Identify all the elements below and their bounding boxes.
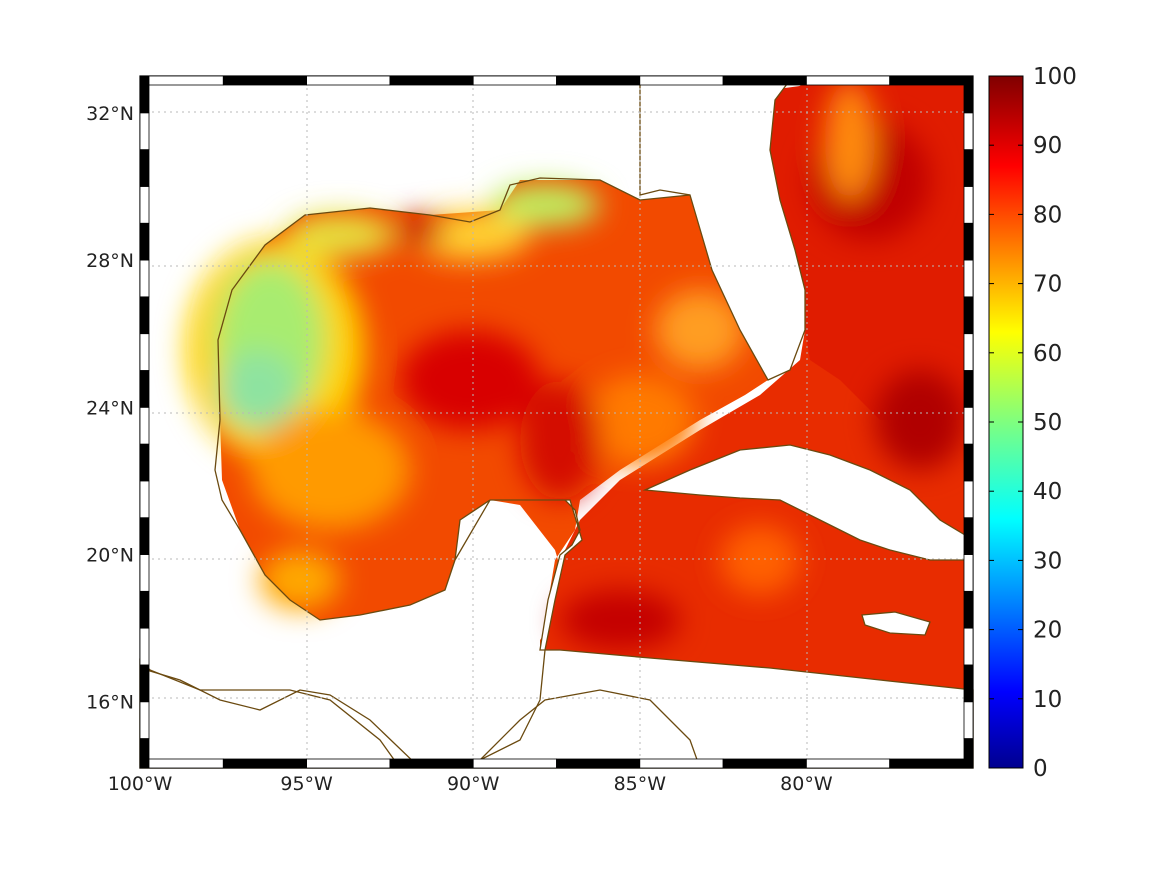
latitude-tick-label: 24°N — [86, 397, 134, 419]
colorbar-tick-label: 0 — [1033, 756, 1048, 782]
colorbar-tick-label: 100 — [1033, 64, 1077, 90]
frame-segment-left — [139, 333, 150, 371]
longitude-tick-label: 90°W — [447, 773, 500, 795]
frame-segment-right — [963, 259, 974, 298]
latitude-tick-label: 32°N — [86, 103, 134, 125]
frame-segment-bottom — [222, 758, 308, 769]
frame-segment-bottom — [556, 758, 641, 769]
frame-segment-left — [139, 222, 150, 261]
jamaica — [861, 611, 931, 636]
frame-segment-left — [139, 627, 150, 666]
frame-segment-top — [722, 75, 807, 86]
frame-segment-bottom — [472, 758, 557, 769]
frame-segment-right — [963, 554, 974, 592]
colorbar-tick-label: 90 — [1033, 133, 1062, 159]
colorbar-ticks: 0 10 20 30 40 50 60 70 80 90 100 — [989, 64, 1077, 782]
yucatan-peninsula — [139, 499, 974, 769]
frame-segment-bottom — [639, 758, 724, 769]
colorbar-tick-label: 10 — [1033, 687, 1062, 713]
colorbar-tick-label: 40 — [1033, 479, 1062, 505]
colorbar-tick-label: 60 — [1033, 341, 1062, 367]
frame-segment-top — [139, 75, 224, 86]
frame-segment-right — [963, 296, 974, 335]
frame-segment-right — [963, 186, 974, 224]
frame-segment-right — [963, 75, 974, 114]
latitude-tick-label: 28°N — [86, 250, 134, 272]
frame-segment-bottom — [889, 758, 974, 769]
land-areas — [139, 79, 974, 769]
frame-segment-top — [472, 75, 557, 86]
frame-segment-left — [139, 480, 150, 519]
frame-segment-left — [139, 443, 150, 482]
frame-segment-top — [806, 75, 891, 86]
frame-segment-right — [963, 480, 974, 519]
frame-segment-top — [556, 75, 641, 86]
colorbar-tick-label: 70 — [1033, 272, 1062, 298]
frame-segment-top — [389, 75, 474, 86]
frame-segment-right — [963, 701, 974, 739]
longitude-tick-label: 85°W — [614, 773, 667, 795]
longitude-tick-label: 95°W — [280, 773, 333, 795]
frame-segment-left — [139, 554, 150, 592]
frame-segment-right — [963, 149, 974, 187]
latitude-labels: 32°N 28°N 24°N 20°N 16°N — [86, 103, 134, 714]
latitude-tick-label: 16°N — [86, 692, 134, 714]
frame-segment-right — [963, 664, 974, 703]
frame-segment-right — [963, 406, 974, 445]
frame-segment-bottom — [806, 758, 891, 769]
frame-segment-right — [963, 370, 974, 408]
frame-segment-left — [139, 701, 150, 739]
frame-segment-bottom — [306, 758, 391, 769]
frame-segment-left — [139, 738, 150, 769]
colorbar-tick-label: 50 — [1033, 410, 1062, 436]
frame-segment-right — [963, 443, 974, 482]
frame-segment-left — [139, 370, 150, 408]
frame-segment-left — [139, 75, 150, 114]
frame-segment-left — [139, 296, 150, 335]
frame-segment-left — [139, 149, 150, 187]
frame-segment-right — [963, 627, 974, 666]
frame-segment-top — [306, 75, 391, 86]
frame-segment-left — [139, 186, 150, 224]
frame-segment-right — [963, 112, 974, 151]
frame-segment-top — [639, 75, 724, 86]
frame-segment-right — [963, 333, 974, 371]
map-frame — [139, 75, 974, 769]
coastline — [139, 177, 701, 769]
longitude-tick-label: 100°W — [108, 773, 173, 795]
longitude-labels: 100°W 95°W 90°W 85°W 80°W — [108, 773, 833, 795]
frame-segment-left — [139, 406, 150, 445]
frame-segment-left — [139, 590, 150, 629]
frame-segment-top — [889, 75, 974, 86]
data-field — [185, 80, 965, 690]
colorbar: 0 10 20 30 40 50 60 70 80 90 100 — [988, 64, 1077, 782]
frame-segment-left — [139, 664, 150, 703]
frame-segment-right — [963, 517, 974, 555]
colorbar-tick-label: 30 — [1033, 548, 1062, 574]
frame-segment-top — [222, 75, 308, 86]
longitude-tick-label: 80°W — [780, 773, 833, 795]
colorbar-tick-label: 80 — [1033, 202, 1062, 228]
colorbar-tick-label: 20 — [1033, 618, 1062, 644]
frame-segment-bottom — [389, 758, 474, 769]
frame-segment-left — [139, 112, 150, 151]
frame-segment-right — [963, 222, 974, 261]
frame-segment-left — [139, 259, 150, 298]
frame-segment-left — [139, 517, 150, 555]
frame-segment-right — [963, 590, 974, 629]
gridlines — [140, 76, 973, 768]
frame-segment-right — [963, 738, 974, 769]
latitude-tick-label: 20°N — [86, 545, 134, 567]
colorbar-gradient — [988, 75, 1024, 769]
frame-segment-bottom — [139, 758, 224, 769]
frame-segment-bottom — [722, 758, 807, 769]
